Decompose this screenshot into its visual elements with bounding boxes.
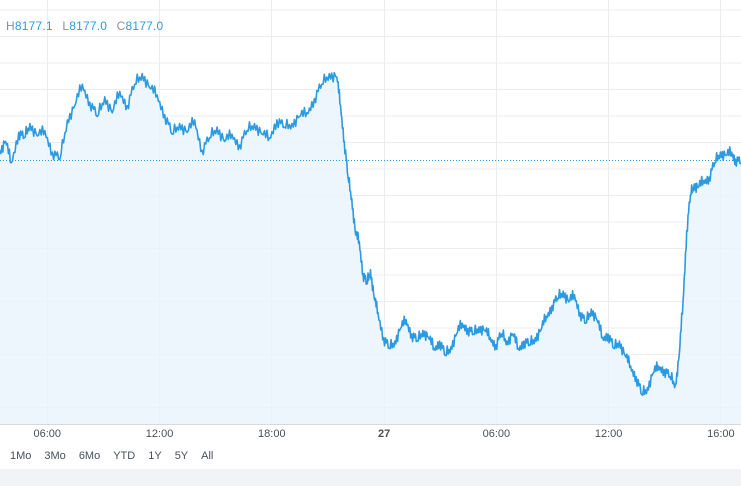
series-line bbox=[0, 71, 741, 396]
range-button-ytd[interactable]: YTD bbox=[113, 450, 136, 462]
x-tick-label: 27 bbox=[378, 428, 390, 440]
price-chart-svg: 06:00 12:00 18:00 27 06:00 12:00 16:00 bbox=[0, 0, 741, 440]
ohlc-legend: H8177.1 L8177.0 C8177.0 bbox=[6, 19, 169, 33]
x-tick-label: 18:00 bbox=[258, 428, 286, 440]
range-button-1mo[interactable]: 1Mo bbox=[10, 450, 32, 462]
x-tick-label: 06:00 bbox=[483, 428, 511, 440]
high-value: 8177.1 bbox=[14, 19, 53, 33]
close-value: 8177.0 bbox=[125, 19, 164, 33]
range-button-all[interactable]: All bbox=[201, 450, 214, 462]
close-group: C8177.0 bbox=[117, 19, 164, 33]
price-chart[interactable]: 06:00 12:00 18:00 27 06:00 12:00 16:00 H8177.1… bbox=[0, 0, 741, 440]
range-button-1y[interactable]: 1Y bbox=[148, 450, 162, 462]
range-button-3mo[interactable]: 3Mo bbox=[44, 450, 66, 462]
x-tick-label: 12:00 bbox=[595, 428, 623, 440]
range-button-5y[interactable]: 5Y bbox=[174, 450, 189, 462]
low-value: 8177.0 bbox=[69, 19, 108, 33]
footer-strip bbox=[0, 469, 741, 486]
range-button-6mo[interactable]: 6Mo bbox=[78, 450, 101, 462]
series-area bbox=[0, 72, 741, 424]
high-key: H bbox=[6, 19, 15, 33]
range-selector: 1Mo 3Mo 6Mo YTD 1Y 5Y All bbox=[0, 446, 741, 466]
low-group: L8177.0 bbox=[62, 19, 107, 33]
x-tick-label: 16:00 bbox=[707, 428, 735, 440]
close-key: C bbox=[116, 19, 126, 33]
high-group: H8177.1 bbox=[6, 19, 53, 33]
x-tick-label: 12:00 bbox=[146, 428, 174, 440]
x-tick-label: 06:00 bbox=[34, 428, 62, 440]
low-key: L bbox=[62, 19, 70, 33]
